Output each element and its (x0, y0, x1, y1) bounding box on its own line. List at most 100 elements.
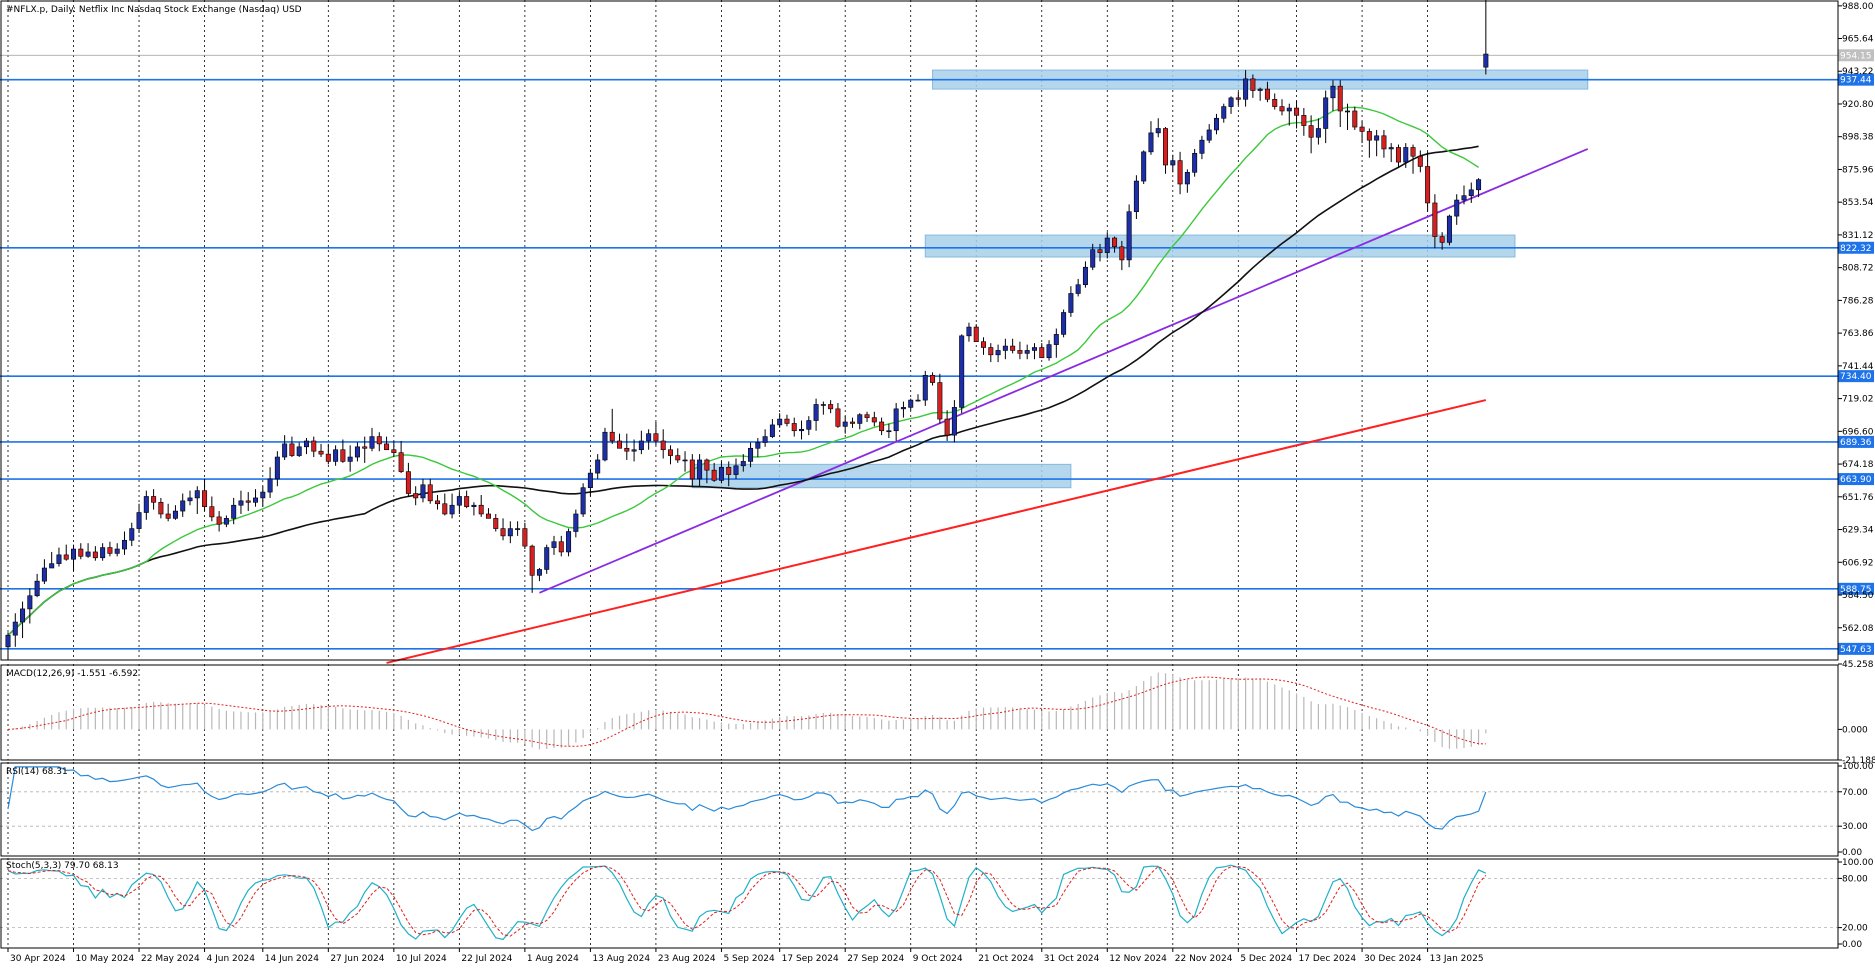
candle-body (1257, 88, 1263, 91)
price-y-axis: 988.00 965.64 943.22 920.80 898.38 875.96 853.… (1838, 2, 1874, 634)
candle-body (711, 469, 717, 481)
stoch-layer: 100.00 80.00 20.00 0.00 (0, 858, 1874, 950)
y-tick-label: 763.86 (1842, 329, 1874, 339)
candle-body (92, 551, 98, 559)
rsi-title: RSI(14) 68.31 (6, 767, 68, 777)
candle-body (289, 443, 295, 456)
candle-body (617, 440, 623, 449)
candle-body (471, 504, 477, 507)
candle-body (551, 541, 557, 548)
candle-body (1272, 98, 1278, 107)
candle-body (733, 465, 739, 475)
x-tick-label: 10 Jul 2024 (396, 954, 447, 964)
candle-body (1323, 97, 1329, 129)
candle-body (49, 563, 55, 569)
x-tick-label: 22 Jul 2024 (461, 954, 512, 964)
candle-body (922, 374, 928, 401)
x-axis: 30 Apr 2024 10 May 2024 22 May 2024 4 Jun 2… (7, 948, 1484, 964)
level-label: 734.40 (1840, 372, 1872, 382)
rsi-y-tick-label: 100.00 (1842, 762, 1874, 772)
candle-body (354, 446, 360, 458)
candle-body (311, 440, 317, 452)
macd-layer: 45.258 0.000 -21.188 (7, 660, 1875, 766)
candle-body (842, 421, 848, 427)
x-tick-label: 13 Jan 2025 (1430, 954, 1484, 964)
candle-body (1286, 107, 1292, 112)
y-tick-label: 584.50 (1842, 591, 1874, 601)
candle-body (908, 399, 914, 408)
candle-body (1061, 312, 1067, 335)
candle-body (777, 418, 783, 426)
candle-body (318, 450, 324, 455)
candle-body (1243, 78, 1249, 100)
candle-body (158, 502, 164, 515)
candle-body (296, 446, 302, 456)
candle-body (1104, 237, 1110, 253)
candle-body (398, 452, 404, 472)
candle-body (1228, 97, 1234, 107)
price-gridlines (7, 0, 1428, 948)
candle-body (806, 420, 812, 430)
candle-body (376, 436, 382, 445)
candle-body (1403, 147, 1409, 163)
rsi-panel: 100.00 70.00 30.00 0.00 RSI(14) 68.31 (0, 762, 1874, 858)
candle-body (536, 569, 542, 576)
x-tick-label: 17 Dec 2024 (1299, 954, 1357, 964)
candle-body (442, 503, 448, 515)
candle-body (5, 634, 11, 648)
candle-body (1141, 151, 1147, 182)
y-tick-label: 651.76 (1842, 493, 1874, 503)
candle-body (464, 496, 470, 507)
candle-body (1075, 284, 1081, 294)
candle-body (1024, 350, 1030, 354)
candle-body (1148, 132, 1154, 153)
x-tick-label: 5 Sep 2024 (723, 954, 775, 964)
candle-body (1476, 179, 1482, 191)
candle-body (12, 621, 18, 636)
y-tick-label: 629.34 (1842, 526, 1874, 536)
candle-body (1046, 344, 1052, 359)
candle-body (944, 418, 950, 436)
candle-body (1425, 166, 1431, 204)
candle-body (1483, 53, 1489, 68)
level-label-box (1838, 435, 1874, 448)
candle-body (456, 496, 462, 506)
candle-body (748, 447, 754, 462)
candle-body (427, 484, 433, 502)
candle-body (1235, 97, 1241, 100)
candle-body (1264, 88, 1270, 100)
y-tick-label: 920.80 (1842, 100, 1874, 110)
stoch-y-tick-label: 80.00 (1842, 874, 1868, 884)
candle-body (180, 500, 186, 512)
candle-body (1374, 135, 1380, 141)
candle-body (675, 455, 681, 461)
candle-body (762, 436, 768, 443)
candle-body (784, 418, 790, 424)
level-label-box (1838, 370, 1874, 383)
macd-title: MACD(12,26,9) -1.551 -6.592 (6, 669, 138, 679)
candle-body (522, 528, 528, 547)
candle-body (56, 554, 62, 564)
candle-body (187, 497, 193, 502)
candle-body (849, 421, 855, 424)
level-label: 937.44 (1840, 76, 1872, 86)
candle-body (864, 414, 870, 418)
candle-body (1250, 78, 1256, 91)
candle-body (231, 504, 237, 519)
price-panel: 937.44 822.32 734.40 689.36 663.90 588.75 547.… (0, 0, 1874, 948)
panel-frame (0, 664, 1839, 761)
level-label-box (1838, 582, 1874, 595)
candle-body (682, 459, 688, 462)
candle-body (879, 421, 885, 432)
candle-body (485, 513, 491, 519)
x-tick-label: 27 Sep 2024 (847, 954, 904, 964)
candle-body (667, 449, 673, 456)
trendline (539, 148, 1589, 594)
level-label: 822.32 (1840, 244, 1872, 254)
candle-body (1155, 128, 1161, 134)
candle-body (165, 513, 171, 519)
candle-body (587, 472, 593, 488)
candle-body (1082, 266, 1088, 286)
